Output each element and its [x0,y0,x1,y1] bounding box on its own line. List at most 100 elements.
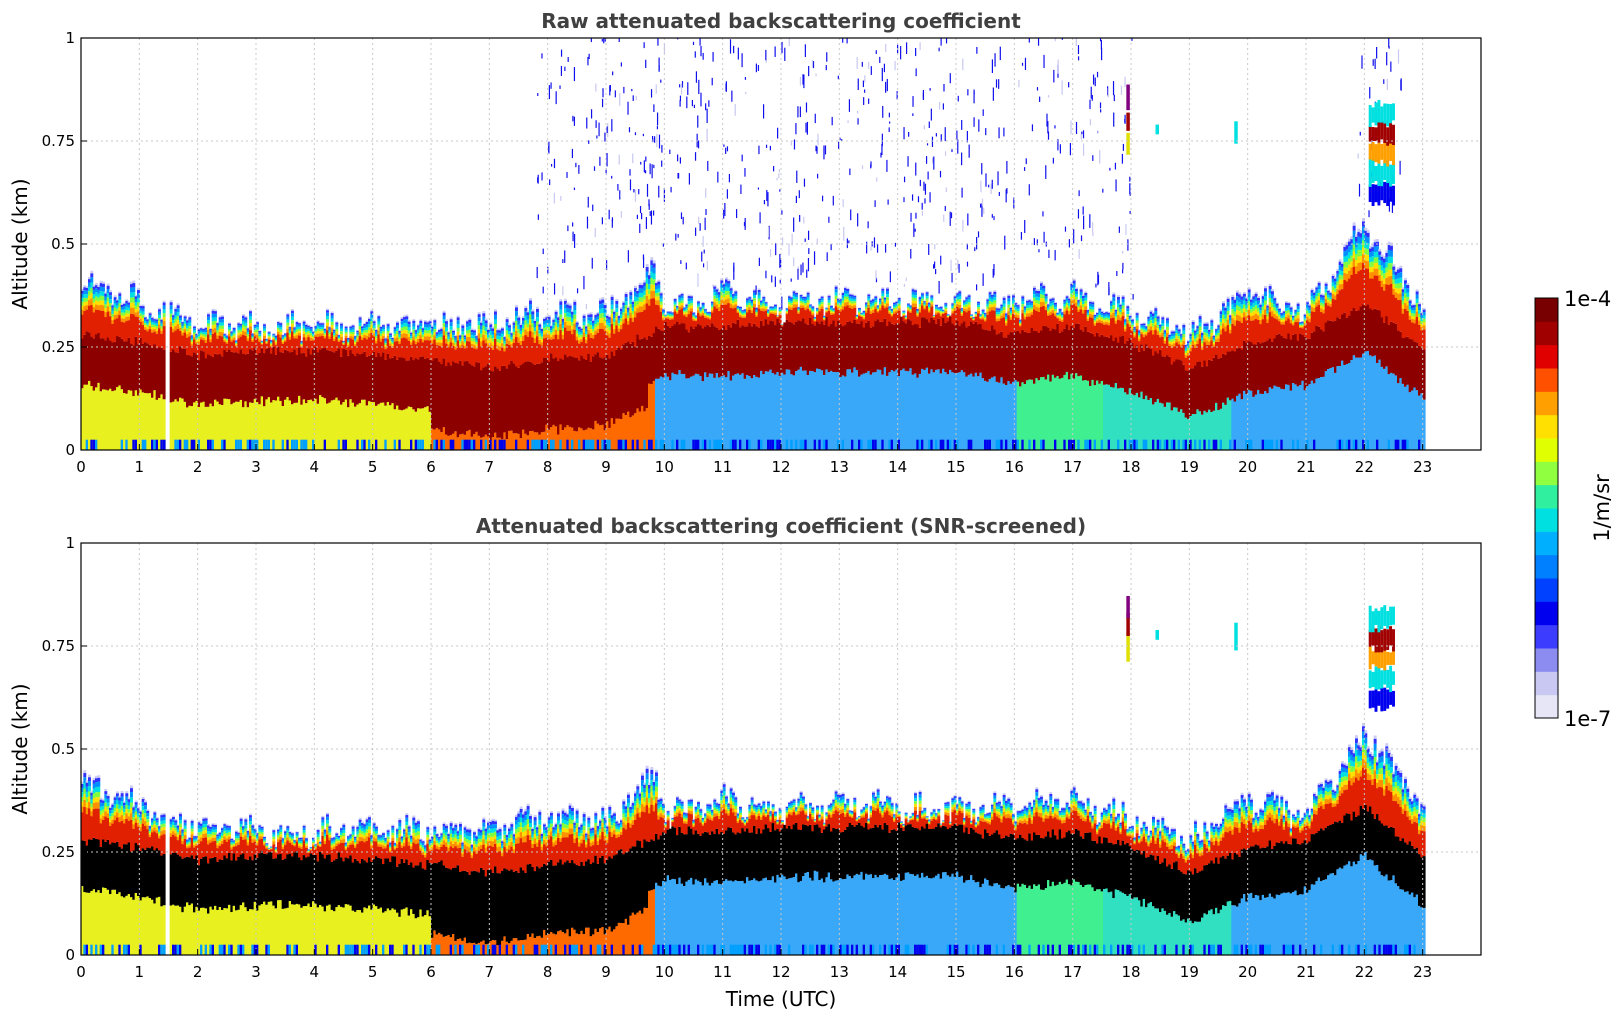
heat-cell-noise [870,66,872,75]
heat-cell-band [321,324,325,327]
heat-cell-band [1040,281,1043,284]
heat-cell-band [410,336,413,339]
heat-cell-band [631,311,635,315]
heat-cell-band [704,308,707,310]
heat-cell-noise [861,61,863,67]
heat-cell-band [757,301,761,305]
heat-cell-noise [661,144,663,153]
heat-cell-band [561,331,565,336]
heat-cell-band [888,311,892,313]
heat-cell-band [365,321,369,325]
heat-cell-band [386,324,390,327]
heat-cell-band [972,318,976,320]
heat-cell-band [459,341,462,344]
heat-cell-band [587,320,591,324]
heat-cell-core [354,356,357,407]
heat-cell-band [573,323,577,330]
heat-cell-band [428,323,432,327]
heat-cell-band [785,312,789,315]
heat-cell-ground [449,439,453,450]
heat-cell-band [279,329,283,333]
heat-cell-band [307,329,311,331]
heat-cell-band [377,314,381,317]
heat-cell-noise [885,43,887,52]
heat-cell-core [711,323,714,374]
heat-cell-ground [823,439,826,450]
heat-cell-band [134,302,138,306]
heat-cell-ground [967,439,971,450]
heat-cell-noise [993,264,995,276]
heat-cell-band [865,301,868,303]
heat-cell-band [491,326,495,329]
heat-cell-band [851,298,854,302]
heat-cell-band [1019,322,1022,324]
heat-cell-band [657,279,661,282]
heat-cell-band [379,338,383,342]
heat-cell-band [935,304,938,305]
heat-cell-band [580,327,584,329]
heat-cell-band [932,316,936,318]
heat-cell-band [624,305,628,310]
heat-cell-band [1068,298,1071,301]
heat-cell-band [872,312,875,327]
heat-cell-band [307,327,311,330]
heat-cell-band [820,304,824,307]
heat-cell-band [333,341,336,353]
heat-cell-noise [907,156,909,167]
heat-cell-band [491,328,495,332]
heat-cell-band [468,329,472,334]
heat-cell-band [454,349,458,364]
heat-cell-band [524,329,528,336]
heat-cell-noise [606,153,608,167]
heat-cell-band [1040,286,1043,291]
heat-cell-band [197,331,201,334]
heat-cell-band [130,281,133,285]
heat-cell-band [517,342,521,368]
heat-cell-ground [774,439,777,450]
heat-cell-noise [933,261,936,269]
heat-cell-band [375,329,378,332]
heat-cell-core [216,354,220,402]
heat-cell-band [648,279,651,285]
heat-cell-band [951,313,955,324]
heat-cell-band [1009,315,1013,318]
heat-cell-core [300,353,304,405]
heat-cell-band [629,308,633,313]
heat-cell-ground [778,439,782,450]
heat-cell-band [851,308,854,323]
heat-cell-ground [757,439,761,450]
heat-cell-surface [120,389,124,450]
heat-cell-band [834,295,838,300]
heat-cell-band [883,300,887,303]
heat-cell-core [148,344,152,394]
heat-cell-band [855,315,859,317]
heat-cell-surface [270,402,273,450]
heat-cell-band [804,298,808,301]
heat-cell-band [603,325,607,332]
heat-cell-band [748,309,752,323]
heat-cell-surface [302,399,306,450]
heat-cell-band [531,323,535,328]
heat-cell-band [862,310,866,311]
heat-cell-band [760,300,763,302]
heat-cell-band [643,290,647,296]
heat-cell-band [610,318,614,325]
heat-cell-band [477,338,481,363]
heat-cell-noise [1024,219,1026,233]
heat-cell-surface [573,430,577,450]
heat-cell-band [592,325,595,329]
heat-cell-band [456,317,460,321]
heat-cell-band [1002,297,1006,301]
heat-cell-ground [718,439,721,450]
heat-cell-surface [557,434,560,450]
heat-cell-noise [889,121,891,124]
heat-cell-surface [862,373,866,450]
heat-cell-band [916,311,920,313]
heat-cell-band [83,285,87,288]
heat-cell-band [340,322,343,324]
heat-cell-surface [356,404,360,450]
heat-cell-noise [775,243,777,256]
heat-cell-band [111,305,115,308]
heat-cell-band [851,294,854,297]
heat-cell-band [512,335,516,339]
